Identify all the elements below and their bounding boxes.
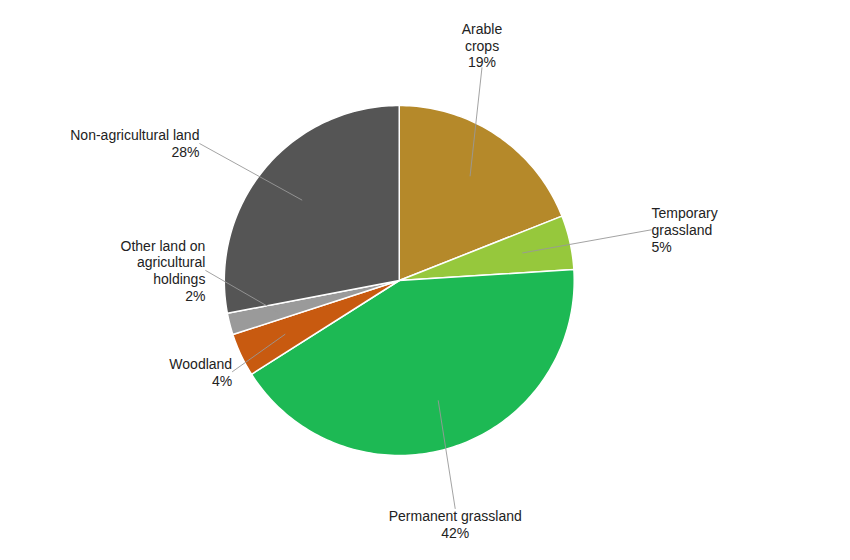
- svg-text:Temporarygrassland5%: Temporarygrassland5%: [652, 205, 718, 255]
- svg-text:Other land onagriculturalholdi: Other land onagriculturalholdings2%: [121, 238, 206, 304]
- svg-text:Non-agricultural land28%: Non-agricultural land28%: [70, 127, 199, 160]
- svg-text:Permanent grassland42%: Permanent grassland42%: [389, 508, 522, 541]
- svg-text:Arablecrops19%: Arablecrops19%: [462, 21, 503, 71]
- svg-text:Woodland4%: Woodland4%: [169, 356, 232, 389]
